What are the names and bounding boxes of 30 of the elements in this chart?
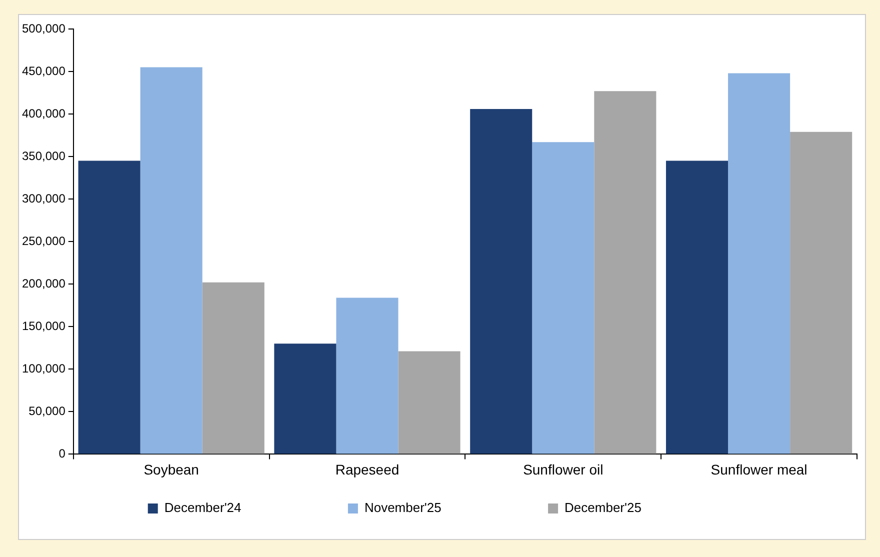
bar <box>790 132 852 454</box>
y-tick-label: 300,000 <box>22 191 66 206</box>
bar <box>274 344 336 454</box>
bar <box>140 67 202 454</box>
y-tick-label: 200,000 <box>22 276 66 290</box>
y-tick-label: 50,000 <box>28 404 66 418</box>
legend-label: December'24 <box>164 500 328 516</box>
legend-label: December'25 <box>564 500 728 516</box>
y-tick-label: 400,000 <box>22 106 66 120</box>
y-tick-label: 450,000 <box>22 64 66 78</box>
bar <box>78 160 140 454</box>
x-tick-label: Sunflower meal <box>710 461 808 478</box>
x-tick-label: Rapeseed <box>335 461 400 478</box>
bar <box>532 142 594 454</box>
legend-label: November'25 <box>364 500 528 516</box>
bar <box>728 73 790 454</box>
y-tick-label: 0 <box>58 446 66 461</box>
bar <box>202 282 264 454</box>
bar <box>398 351 460 454</box>
bar <box>594 91 656 454</box>
y-tick-label: 150,000 <box>22 318 66 333</box>
bar <box>666 160 728 454</box>
y-tick-label: 250,000 <box>22 234 66 248</box>
y-tick-label: 100,000 <box>22 361 66 376</box>
y-tick-label: 500,000 <box>22 21 66 36</box>
bar <box>336 298 398 454</box>
y-tick-label: 350,000 <box>22 148 66 163</box>
x-tick-label: Soybean <box>144 461 199 478</box>
bar <box>470 108 532 454</box>
x-tick-label: Sunflower oil <box>523 461 604 478</box>
